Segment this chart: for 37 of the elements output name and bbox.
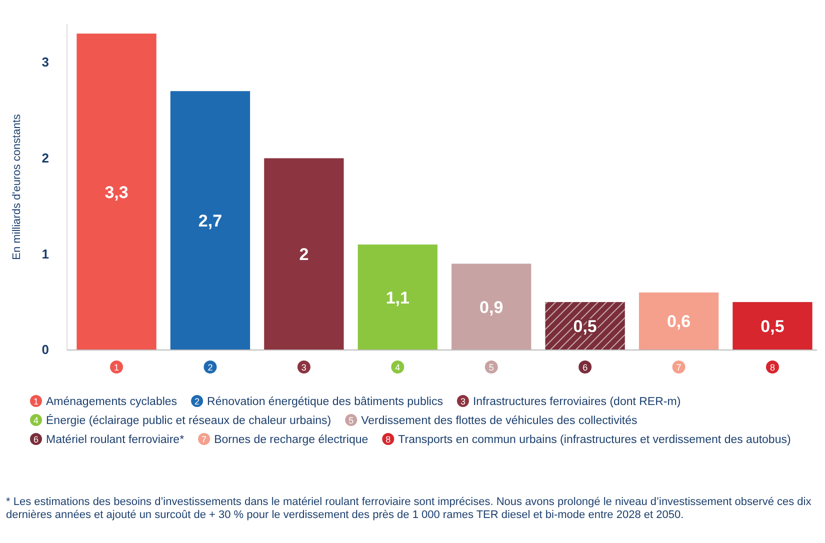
category-label: 5: [348, 416, 354, 426]
data-label: 2: [299, 245, 309, 264]
category-label: 6: [33, 434, 39, 444]
data-label: 0,6: [666, 312, 691, 332]
x-tick-label: 3: [301, 362, 306, 372]
y-axis-title: En milliards d'euros constants: [11, 114, 23, 260]
legend-label: Bornes de recharge électrique: [214, 434, 368, 446]
category-label: 3: [460, 396, 466, 406]
category-label: 4: [33, 416, 39, 426]
data-label: 2,7: [198, 212, 222, 231]
x-tick-label: 6: [582, 362, 588, 372]
data-label: 1,1: [386, 288, 410, 308]
x-tick-label: 2: [208, 362, 213, 372]
data-label: 0,5: [760, 317, 784, 336]
x-tick-label: 4: [395, 362, 400, 372]
x-tick-label: 8: [770, 362, 775, 372]
legend-label: Verdissement des flottes de véhicules des collectivités: [361, 415, 638, 427]
category-label: 2: [194, 396, 200, 406]
category-label: 8: [386, 434, 391, 444]
x-tick-label: 7: [676, 362, 682, 372]
y-tick-label: 2: [42, 150, 49, 166]
data-label: 3,3: [104, 182, 128, 202]
data-label: 0,9: [480, 298, 504, 317]
category-label: 7: [202, 434, 207, 444]
x-tick-label: 1: [114, 362, 120, 372]
category-label: 1: [33, 396, 39, 406]
legend-label: Infrastructures ferroviaires (dont RER-m): [472, 396, 681, 408]
legend-label: Énergie (éclairage public et réseaux de chaleur urbains): [46, 414, 332, 427]
y-tick-label: 1: [42, 246, 49, 262]
legend-label: Matériel roulant ferroviaire*: [46, 434, 185, 446]
y-tick-label: 0: [42, 342, 49, 358]
x-tick-label: 5: [488, 362, 494, 372]
legend-label: Aménagements cyclables: [46, 396, 178, 408]
text: * Les estimations des besoins d’investissements dans le matériel roulant ferroviaire sont imprécises. Nous avons prolongé le niveau d’investissement observé ces dix dernières années et ajouté un surcoût de + 30 % pour le verdissement des près de 1 000 rames TER diesel et bi-mode entre 2028 et 2050.: [6, 496, 812, 521]
y-tick-label: 3: [42, 54, 49, 70]
legend-label: Transports en commun urbains (infrastructures et verdissement des autobus): [398, 434, 791, 446]
legend-label: Rénovation énergétique des bâtiments publics: [207, 396, 444, 408]
